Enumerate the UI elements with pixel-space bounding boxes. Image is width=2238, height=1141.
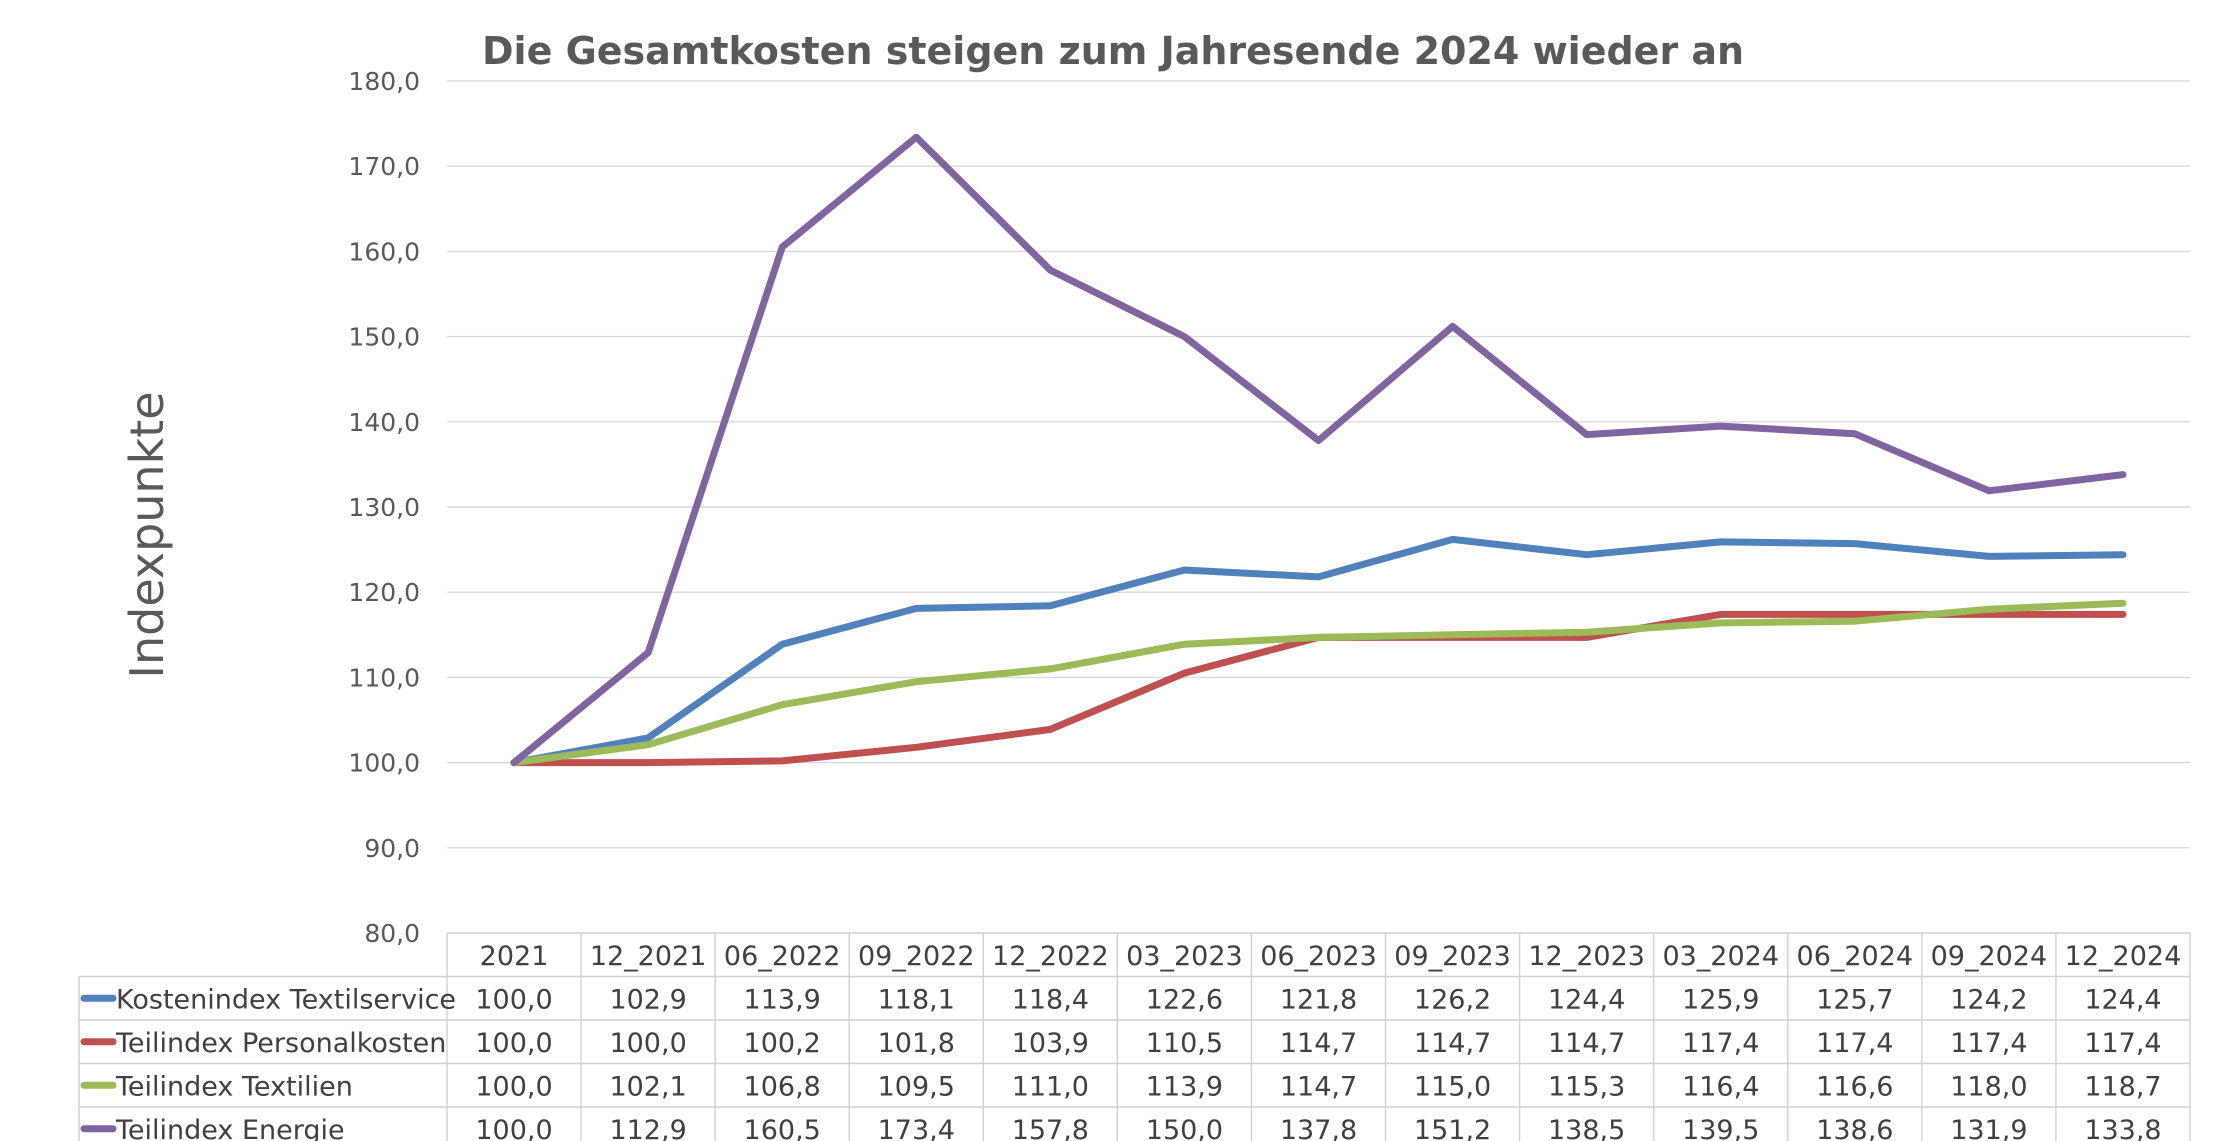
data-label: 100,0 xyxy=(609,1028,686,1059)
series-line xyxy=(510,133,2127,767)
data-label: 103,9 xyxy=(1012,1028,1089,1059)
data-label: 115,3 xyxy=(1548,1071,1625,1102)
x-tick-label: 09_2022 xyxy=(858,941,975,972)
y-tick-label: 160,0 xyxy=(348,237,420,266)
x-tick-label: 03_2024 xyxy=(1662,941,1779,972)
data-label: 121,8 xyxy=(1280,984,1357,1015)
data-label: 117,4 xyxy=(1682,1028,1759,1059)
series-lines xyxy=(510,133,2127,767)
data-label: 114,7 xyxy=(1280,1071,1357,1102)
y-axis-ticks: 80,0 90,0 100,0 110,0 120,0 130,0 140,0 150,0 16… xyxy=(348,67,420,948)
data-label: 100,0 xyxy=(475,1071,552,1102)
data-label: 102,1 xyxy=(609,1071,686,1102)
x-tick-label: 06_2023 xyxy=(1260,941,1377,972)
data-label: 113,9 xyxy=(744,984,821,1015)
data-label: 118,0 xyxy=(1950,1071,2027,1102)
x-tick-label: 12_2024 xyxy=(2065,941,2182,972)
data-label: 125,9 xyxy=(1682,984,1759,1015)
data-label: 125,7 xyxy=(1816,984,1893,1015)
y-tick-label: 90,0 xyxy=(364,834,420,863)
data-label: 100,2 xyxy=(744,1028,821,1059)
data-label: 100,0 xyxy=(475,1028,552,1059)
data-label: 112,9 xyxy=(609,1115,686,1141)
x-tick-label: 12_2022 xyxy=(992,941,1109,972)
data-label: 118,1 xyxy=(878,984,955,1015)
data-label: 124,2 xyxy=(1950,984,2027,1015)
data-label: 124,4 xyxy=(1548,984,1625,1015)
data-label: 118,7 xyxy=(2084,1071,2161,1102)
data-label: 109,5 xyxy=(878,1071,955,1102)
data-label: 114,7 xyxy=(1414,1028,1491,1059)
legend-entry: Teilindex Textilien xyxy=(115,1071,353,1102)
x-tick-label: 12_2021 xyxy=(590,941,707,972)
data-label: 138,5 xyxy=(1548,1115,1625,1141)
data-label: 117,4 xyxy=(1950,1028,2027,1059)
data-label: 106,8 xyxy=(744,1071,821,1102)
y-tick-label: 80,0 xyxy=(364,919,420,948)
data-label: 138,6 xyxy=(1816,1115,1893,1141)
data-label: 114,7 xyxy=(1280,1028,1357,1059)
legend-entry: Teilindex Personalkosten xyxy=(115,1028,446,1059)
data-label: 139,5 xyxy=(1682,1115,1759,1141)
data-label: 111,0 xyxy=(1012,1071,1089,1102)
chart-title: Die Gesamtkosten steigen zum Jahresende … xyxy=(482,29,1744,73)
x-tick-label: 06_2024 xyxy=(1797,941,1914,972)
legend-entry: Kostenindex Textilservice xyxy=(116,984,456,1015)
x-tick-label: 06_2022 xyxy=(724,941,841,972)
data-label: 150,0 xyxy=(1146,1115,1223,1141)
data-label: 114,7 xyxy=(1548,1028,1625,1059)
y-tick-label: 120,0 xyxy=(348,578,420,607)
data-label: 116,4 xyxy=(1682,1071,1759,1102)
y-tick-label: 110,0 xyxy=(348,663,420,692)
data-label: 118,4 xyxy=(1012,984,1089,1015)
data-label: 173,4 xyxy=(878,1115,955,1141)
data-label: 110,5 xyxy=(1146,1028,1223,1059)
data-label: 157,8 xyxy=(1012,1115,1089,1141)
y-tick-label: 150,0 xyxy=(348,323,420,352)
y-tick-label: 130,0 xyxy=(348,493,420,522)
data-label: 100,0 xyxy=(475,1115,552,1141)
x-tick-label: 09_2024 xyxy=(1931,941,2048,972)
data-label: 117,4 xyxy=(2084,1028,2161,1059)
data-label: 101,8 xyxy=(878,1028,955,1059)
x-tick-label: 09_2023 xyxy=(1394,941,1511,972)
data-label: 122,6 xyxy=(1146,984,1223,1015)
x-tick-label: 12_2023 xyxy=(1528,941,1645,972)
data-label: 113,9 xyxy=(1146,1071,1223,1102)
data-label: 117,4 xyxy=(1816,1028,1893,1059)
y-tick-label: 170,0 xyxy=(348,152,420,181)
data-label: 102,9 xyxy=(609,984,686,1015)
data-label: 126,2 xyxy=(1414,984,1491,1015)
data-label: 133,8 xyxy=(2084,1115,2161,1141)
data-label: 116,6 xyxy=(1816,1071,1893,1102)
y-tick-label: 140,0 xyxy=(348,408,420,437)
x-tick-label: 2021 xyxy=(480,941,549,972)
y-tick-label: 180,0 xyxy=(348,67,420,96)
y-tick-label: 100,0 xyxy=(348,749,420,778)
y-axis-label: Indexpunkte xyxy=(120,391,174,678)
series-line xyxy=(510,535,2127,767)
data-table: 2021 12_2021 06_2022 09_2022 12_2022 03_2023 0… xyxy=(78,932,2191,1141)
series-line xyxy=(510,599,2127,767)
x-tick-label: 03_2023 xyxy=(1126,941,1243,972)
data-label: 151,2 xyxy=(1414,1115,1491,1141)
data-label: 131,9 xyxy=(1950,1115,2027,1141)
legend-entry: Teilindex Energie xyxy=(115,1115,345,1141)
data-label: 137,8 xyxy=(1280,1115,1357,1141)
data-label: 115,0 xyxy=(1414,1071,1491,1102)
data-label: 100,0 xyxy=(475,984,552,1015)
data-label: 124,4 xyxy=(2084,984,2161,1015)
data-label: 160,5 xyxy=(744,1115,821,1141)
